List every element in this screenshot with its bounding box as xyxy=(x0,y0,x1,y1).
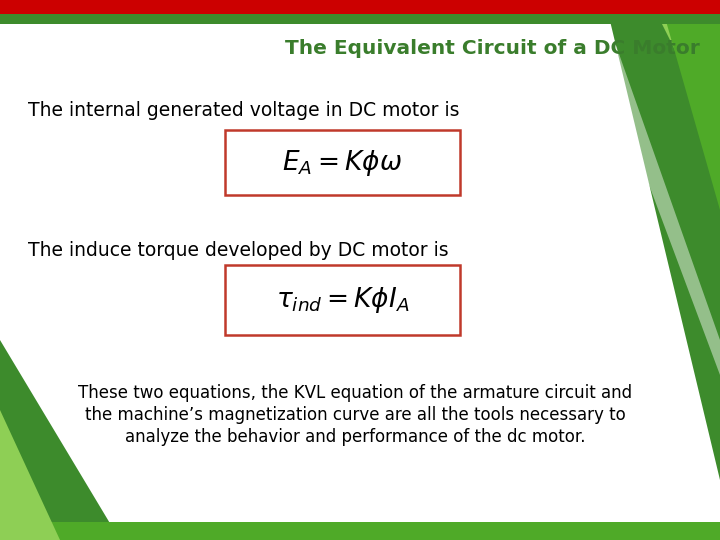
Text: $E_A = K\phi\omega$: $E_A = K\phi\omega$ xyxy=(282,147,402,178)
Text: The internal generated voltage in DC motor is: The internal generated voltage in DC mot… xyxy=(28,100,459,119)
Bar xyxy=(0,0,720,14)
Text: $\tau_{ind} = K\phi I_A$: $\tau_{ind} = K\phi I_A$ xyxy=(276,285,409,315)
Bar xyxy=(225,265,460,335)
Text: The Equivalent Circuit of a DC Motor: The Equivalent Circuit of a DC Motor xyxy=(285,38,700,57)
Text: The induce torque developed by DC motor is: The induce torque developed by DC motor … xyxy=(28,240,449,260)
Text: These two equations, the KVL equation of the armature circuit and: These two equations, the KVL equation of… xyxy=(78,384,632,402)
Text: analyze the behavior and performance of the dc motor.: analyze the behavior and performance of … xyxy=(125,428,585,446)
Polygon shape xyxy=(0,410,60,540)
Polygon shape xyxy=(605,0,720,480)
Text: the machine’s magnetization curve are all the tools necessary to: the machine’s magnetization curve are al… xyxy=(85,406,626,424)
Polygon shape xyxy=(660,0,720,210)
Polygon shape xyxy=(560,0,710,480)
Polygon shape xyxy=(615,0,720,150)
Polygon shape xyxy=(590,0,720,90)
Bar xyxy=(0,522,720,540)
Polygon shape xyxy=(0,340,120,540)
Polygon shape xyxy=(580,0,720,375)
Bar xyxy=(0,14,720,24)
Polygon shape xyxy=(650,0,720,140)
Bar xyxy=(225,130,460,195)
